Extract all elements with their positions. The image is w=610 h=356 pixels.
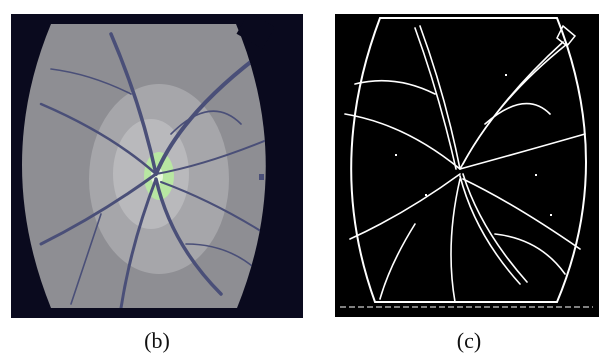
- retina-boundary: [350, 17, 587, 303]
- caption-c: (c): [456, 328, 482, 353]
- fundus-segmented-image: [11, 14, 303, 318]
- caption-b: (b): [144, 328, 170, 353]
- vessel-edge-map-image: [335, 14, 599, 317]
- vessel-edge-svg: [335, 14, 599, 317]
- fundus-segmented-svg: [11, 14, 303, 318]
- noise-specks: [395, 74, 552, 216]
- blood-vessels: [39, 32, 266, 308]
- vessel-edges: [344, 25, 586, 303]
